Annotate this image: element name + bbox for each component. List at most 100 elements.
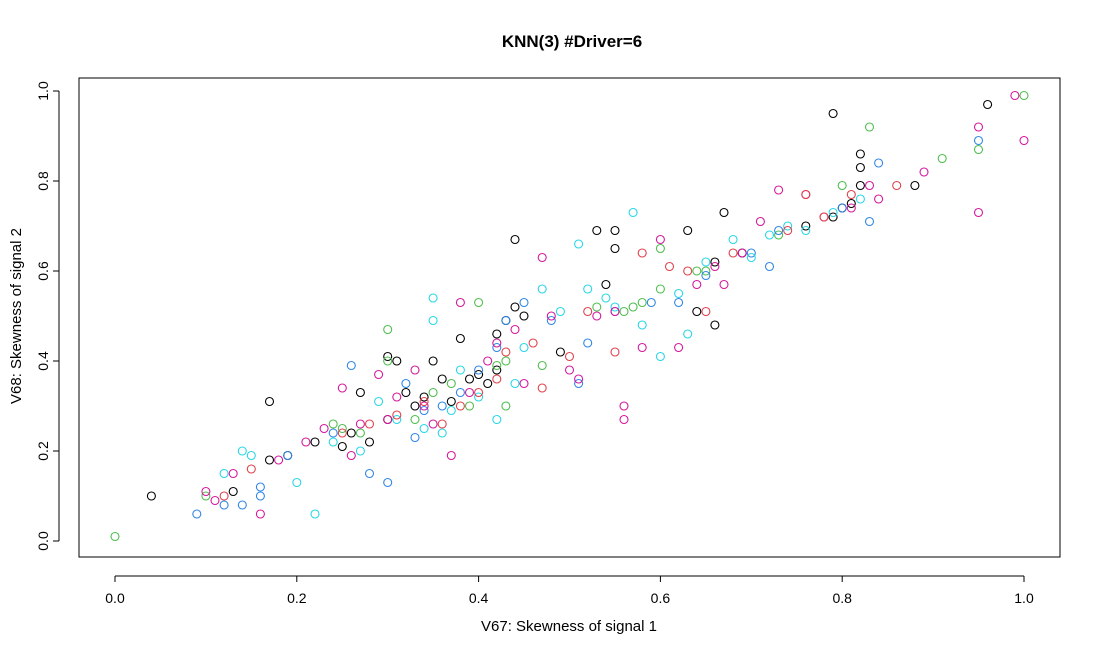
- data-point: [710, 261, 720, 272]
- y-tick-label: 1.0: [35, 81, 51, 101]
- data-point: [328, 437, 338, 447]
- data-point: [346, 450, 356, 461]
- data-point: [674, 297, 684, 308]
- data-point: [546, 315, 556, 326]
- y-axis: 0.0 0.2 0.4 0.6 0.8 1.0: [35, 81, 60, 551]
- data-point: [564, 365, 575, 375]
- data-point: [537, 252, 547, 263]
- data-point: [592, 225, 602, 236]
- plot-frame: [78, 77, 1061, 558]
- data-point: [346, 428, 356, 438]
- y-tick-label: 0.8: [35, 171, 51, 191]
- data-point: [428, 315, 438, 326]
- data-point: [374, 396, 384, 407]
- data-point: [583, 306, 593, 317]
- data-point: [492, 329, 502, 339]
- data-point: [274, 455, 284, 465]
- data-point: [846, 189, 856, 200]
- data-point: [455, 387, 465, 398]
- data-point: [555, 306, 565, 317]
- data-point: [355, 428, 365, 438]
- data-point: [474, 369, 484, 380]
- data-point: [583, 338, 593, 348]
- data-point: [855, 149, 865, 159]
- data-point: [246, 450, 256, 461]
- data-point: [355, 446, 365, 456]
- data-point: [237, 446, 247, 456]
- data-point: [337, 428, 347, 438]
- data-point: [383, 351, 393, 362]
- data-point: [528, 338, 538, 348]
- data-point: [355, 387, 365, 398]
- data-point: [783, 225, 793, 236]
- data-point: [219, 500, 229, 510]
- data-point: [474, 387, 484, 398]
- data-point: [610, 243, 620, 254]
- data-point: [655, 234, 665, 245]
- data-point: [292, 477, 302, 488]
- data-point: [455, 365, 465, 375]
- data-point: [719, 207, 729, 218]
- data-point: [474, 392, 484, 402]
- data-point: [637, 248, 647, 258]
- data-point: [719, 279, 729, 290]
- data-point: [301, 437, 311, 447]
- data-point: [855, 162, 865, 173]
- data-point: [564, 351, 575, 362]
- data-point: [537, 383, 547, 393]
- data-point: [355, 419, 365, 429]
- data-point: [192, 509, 202, 519]
- data-point: [519, 378, 529, 389]
- data-point: [592, 311, 602, 321]
- data-point: [637, 297, 647, 308]
- data-point: [383, 477, 393, 488]
- data-point: [492, 360, 502, 371]
- data-point: [510, 378, 520, 389]
- data-point: [419, 423, 429, 434]
- data-point: [519, 311, 529, 321]
- data-point: [219, 468, 229, 479]
- data-point: [973, 135, 984, 146]
- data-point: [237, 500, 247, 510]
- data-point: [337, 441, 347, 452]
- data-point: [983, 99, 993, 110]
- data-point: [392, 356, 402, 366]
- data-point: [592, 302, 602, 312]
- data-point: [710, 320, 720, 330]
- data-point: [555, 347, 565, 357]
- data-point: [364, 419, 375, 429]
- series-group-red: [219, 180, 902, 501]
- data-point: [428, 293, 438, 303]
- data-point: [864, 122, 875, 132]
- data-point: [637, 342, 647, 353]
- data-point: [492, 338, 502, 348]
- data-point: [610, 306, 620, 317]
- data-point: [455, 333, 465, 344]
- data-point: [455, 401, 465, 411]
- data-point: [764, 261, 775, 272]
- data-point: [428, 387, 438, 398]
- data-point: [874, 158, 884, 168]
- data-point: [474, 365, 484, 375]
- data-point: [774, 230, 784, 240]
- data-point: [1010, 90, 1020, 101]
- data-point: [392, 392, 402, 402]
- data-point: [519, 342, 529, 353]
- data-point: [428, 419, 438, 429]
- data-point: [664, 261, 675, 272]
- data-point: [446, 405, 456, 416]
- data-point: [264, 455, 275, 465]
- x-tick-label: 0.2: [287, 590, 307, 606]
- data-point: [801, 221, 811, 231]
- data-point: [892, 180, 902, 191]
- data-point: [683, 266, 693, 276]
- data-point: [973, 144, 984, 155]
- data-point: [601, 293, 611, 303]
- data-point: [492, 342, 502, 353]
- data-point: [619, 401, 629, 411]
- data-point: [383, 414, 393, 425]
- data-point: [692, 306, 702, 317]
- data-point: [610, 302, 620, 312]
